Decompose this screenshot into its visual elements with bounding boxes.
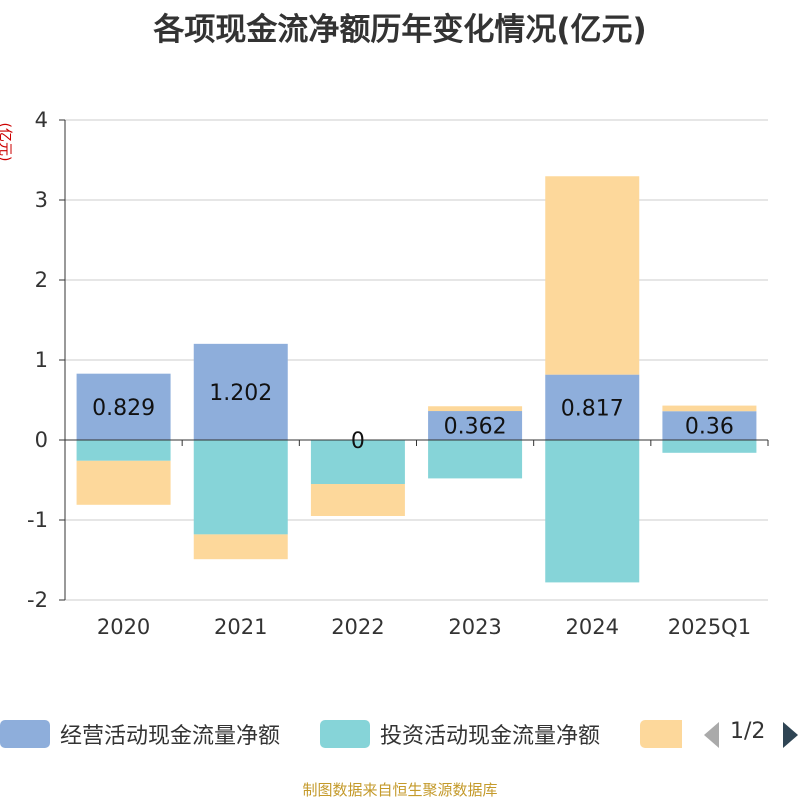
y-tick-label: 2: [35, 268, 48, 292]
legend-swatch-operating: [0, 720, 50, 748]
bar-series-2-2023: [428, 406, 523, 412]
bar-series-2-2021: [193, 534, 288, 560]
bar-series-1-2022: [310, 440, 405, 484]
legend-swatch-investing: [320, 720, 370, 748]
y-tick-label: 3: [35, 188, 48, 212]
x-category-label: 2021: [214, 615, 267, 639]
y-tick-label: 1: [35, 348, 48, 372]
legend-swatch-financing: [640, 720, 682, 748]
legend-label-operating: 经营活动现金流量净额: [60, 724, 281, 749]
data-label: 0: [351, 429, 365, 454]
bar-series-1-2020: [76, 440, 171, 461]
x-category-label: 2020: [97, 615, 150, 639]
bar-series-1-2025Q1: [662, 440, 757, 453]
bar-series-2-2025Q1: [662, 405, 757, 412]
data-label: 0.362: [444, 415, 507, 440]
bar-series-2-2022: [310, 484, 405, 516]
bar-series-1-2021: [193, 440, 288, 535]
bar-series-0-2024: [545, 374, 640, 440]
y-tick-label: -1: [27, 508, 48, 532]
x-category-label: 2025Q1: [668, 615, 751, 639]
bar-series-1-2024: [545, 440, 640, 583]
legend-prev-page-icon[interactable]: [704, 722, 719, 748]
y-tick-label: 0: [35, 428, 48, 452]
data-label: 0.36: [685, 415, 734, 440]
y-tick-label: 4: [35, 108, 48, 132]
legend-label-investing: 投资活动现金流量净额: [380, 724, 601, 749]
bar-chart: 4 3 2 1 0 -1 -2 2020 2021 2022 2023 2024 2025Q1 0.829…: [27, 108, 769, 639]
bar-series-0-2025Q1: [662, 411, 757, 440]
bar-series-2-2024: [545, 176, 640, 375]
data-label: 0.829: [92, 396, 155, 421]
y-tick-label: -2: [27, 588, 48, 612]
legend-page-indicator: 1/2: [730, 719, 766, 744]
legend-next-page-icon[interactable]: [783, 722, 798, 748]
bar-series-0-2023: [428, 411, 523, 440]
x-category-label: 2023: [448, 615, 501, 639]
bar-series-0-2021: [193, 343, 288, 440]
data-source-note: 制图数据来自恒生聚源数据库: [302, 781, 498, 799]
data-label: 0.817: [561, 396, 624, 421]
x-category-label: 2022: [331, 615, 384, 639]
bar-series-2-2020: [76, 460, 171, 505]
data-label: 1.202: [209, 381, 272, 406]
bar-series-0-2020: [76, 373, 171, 440]
chart-title: 各项现金流净额历年变化情况(亿元): [153, 12, 647, 48]
x-category-label: 2024: [566, 615, 619, 639]
bar-series-1-2023: [428, 440, 523, 479]
